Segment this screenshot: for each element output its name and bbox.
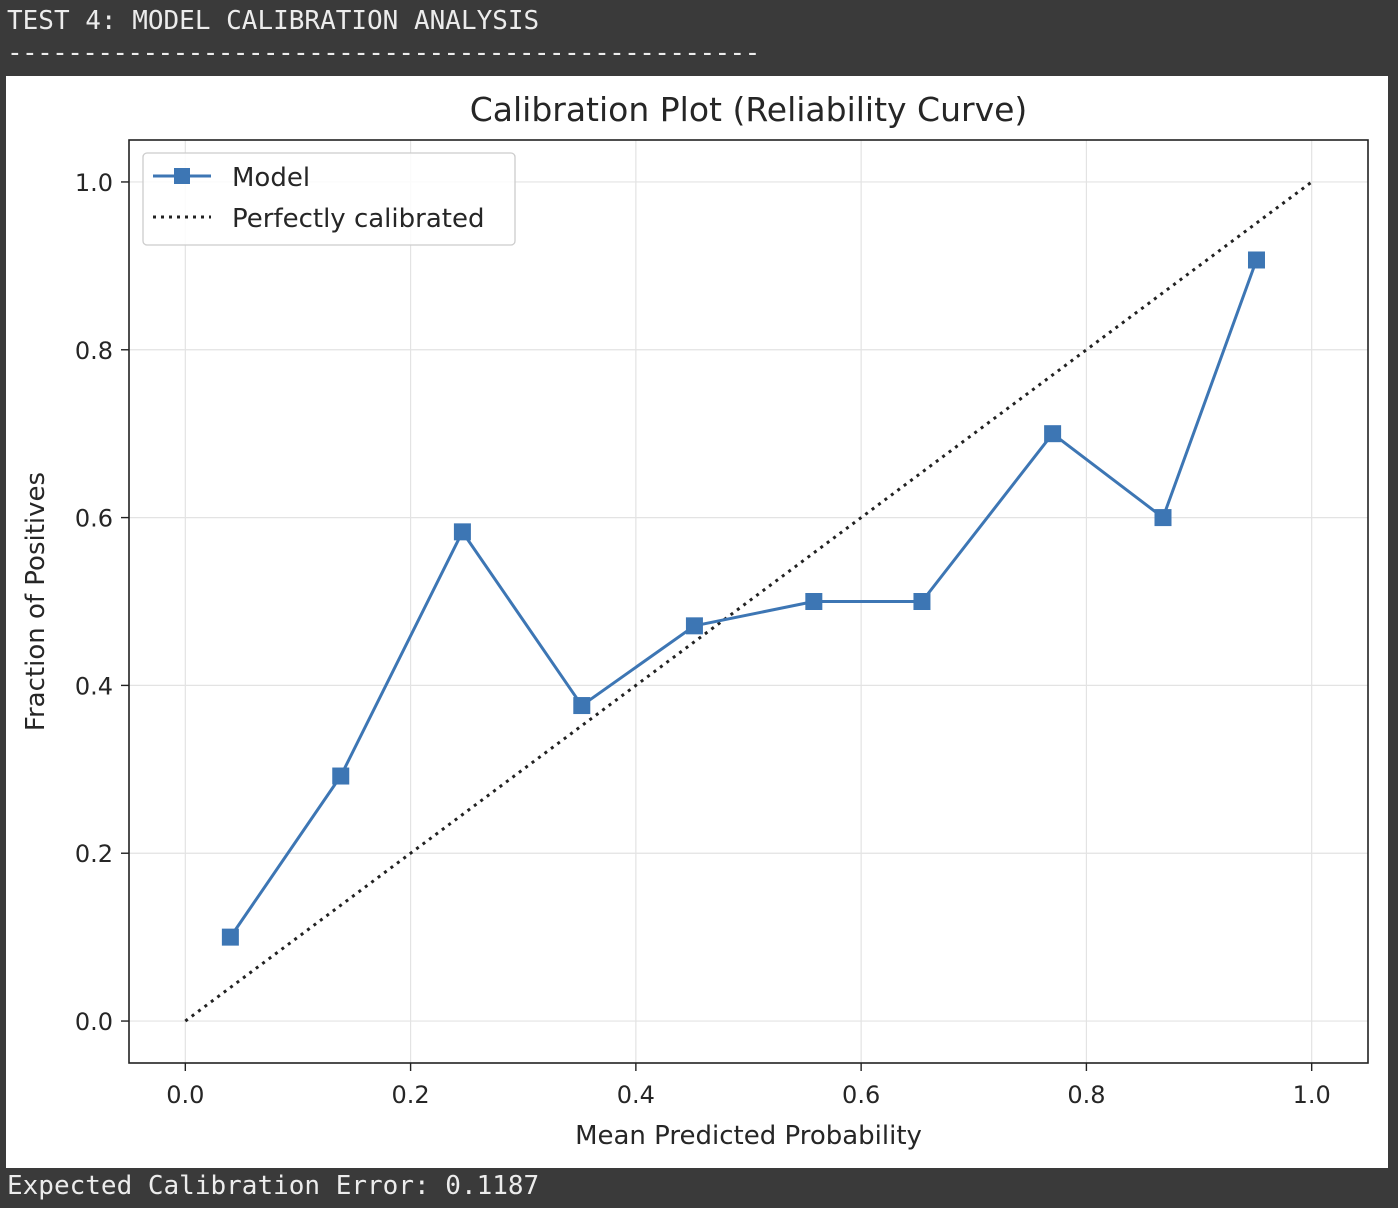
calibration-figure: 0.0 0.2 0.4 0.6 0.8 1.0 0.0 0.2 0.4 0.6 0.8 1.0 Cal… (6, 76, 1388, 1168)
model-data-point (1154, 509, 1172, 527)
x-tick-label: 0.6 (842, 1081, 880, 1109)
y-tick-label: 0.4 (75, 672, 113, 700)
x-axis-label: Mean Predicted Probability (575, 1121, 922, 1151)
test-heading: TEST 4: MODEL CALIBRATION ANALYSIS (7, 6, 540, 36)
y-axis-label: Fraction of Positives (21, 472, 51, 731)
calibration-error-result: Expected Calibration Error: 0.1187 (7, 1171, 540, 1201)
model-data-point (685, 617, 703, 635)
separator-line: ----------------------------------------… (7, 38, 760, 68)
model-data-point (453, 523, 471, 541)
calibration-chart: 0.0 0.2 0.4 0.6 0.8 1.0 0.0 0.2 0.4 0.6 0.8 1.0 Cal… (21, 90, 1369, 1151)
model-series-layer (221, 251, 1265, 946)
y-tick-label: 1.0 (75, 169, 113, 197)
model-data-point (221, 928, 239, 946)
y-tick-label: 0.0 (75, 1008, 113, 1036)
y-tick-label: 0.2 (75, 840, 113, 868)
chart-legend: Model Perfectly calibrated (142, 152, 516, 246)
plot-frame (128, 139, 1369, 1064)
model-data-point (805, 593, 823, 610)
x-tick-label: 0.8 (1067, 1081, 1105, 1109)
y-tick-label: 0.6 (75, 505, 113, 533)
legend-model-label: Model (232, 163, 310, 193)
perfectly-calibrated-line (184, 180, 1313, 1023)
model-data-point (1044, 425, 1062, 443)
axis-ticks: 0.0 0.2 0.4 0.6 0.8 1.0 0.0 0.2 0.4 0.6 0.8 1.0 (75, 169, 1331, 1109)
x-tick-label: 0.4 (617, 1081, 655, 1109)
legend-model-marker (174, 168, 190, 184)
legend-box (142, 152, 516, 246)
model-data-point (573, 697, 591, 715)
x-tick-label: 1.0 (1293, 1081, 1331, 1109)
legend-reference-label: Perfectly calibrated (232, 204, 484, 234)
chart-title: Calibration Plot (Reliability Curve) (470, 90, 1028, 129)
x-tick-label: 0.0 (166, 1081, 204, 1109)
model-data-point (332, 767, 350, 785)
model-data-point (1247, 251, 1265, 269)
model-data-point (913, 593, 931, 610)
x-tick-label: 0.2 (392, 1081, 430, 1109)
reference-line-layer (184, 180, 1313, 1023)
y-tick-label: 0.8 (75, 337, 113, 365)
model-series-line (229, 259, 1258, 938)
